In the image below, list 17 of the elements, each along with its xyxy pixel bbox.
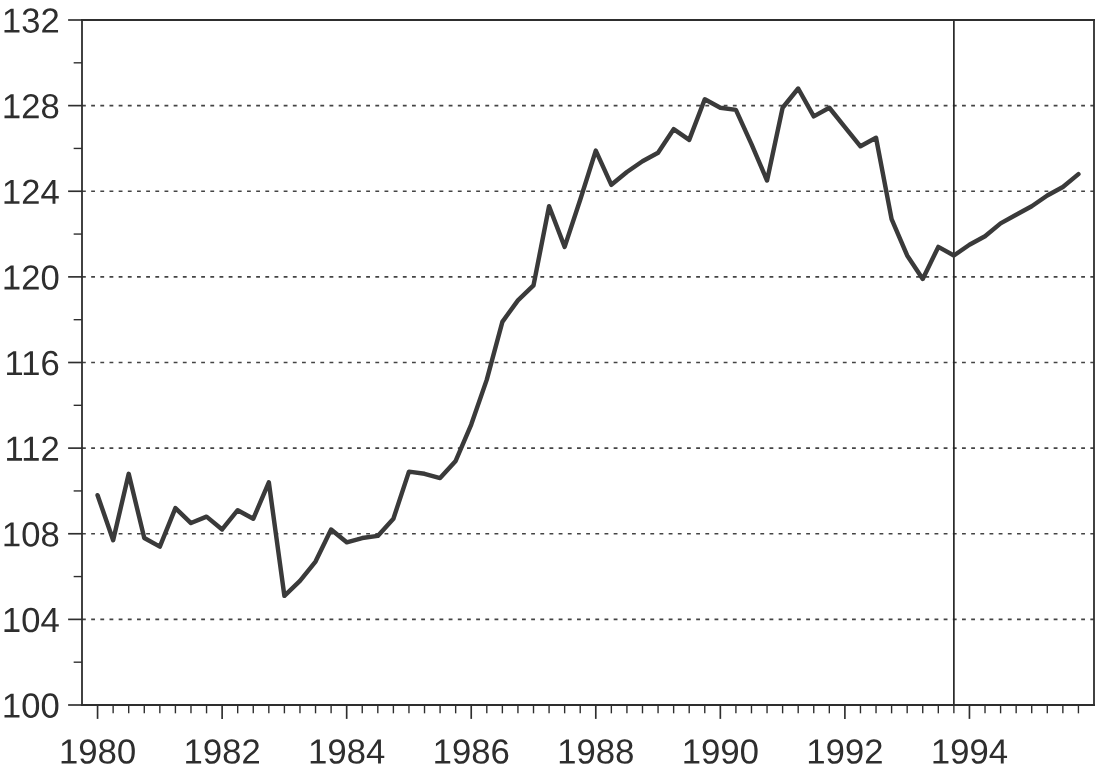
x-tick-label: 1986 bbox=[435, 739, 509, 764]
y-tick-label: 100 bbox=[4, 693, 59, 718]
y-tick-label: 108 bbox=[4, 522, 59, 547]
x-tick-label: 1988 bbox=[559, 739, 633, 764]
y-tick-label: 128 bbox=[4, 93, 59, 119]
x-tick-label: 1992 bbox=[808, 739, 882, 764]
x-tick-label: 1982 bbox=[186, 739, 260, 764]
x-tick-label: 1990 bbox=[684, 739, 758, 764]
y-tick-label: 116 bbox=[7, 350, 59, 376]
x-tick-label: 1984 bbox=[310, 739, 385, 764]
y-tick-label: 112 bbox=[7, 436, 59, 461]
y-tick-label: 120 bbox=[4, 265, 59, 290]
y-tick-label: 124 bbox=[4, 179, 59, 204]
x-tick-label: 1994 bbox=[933, 739, 1008, 764]
y-tick-label: 104 bbox=[4, 607, 59, 633]
y-tick-label: 132 bbox=[4, 8, 59, 33]
x-tick-label: 1980 bbox=[61, 739, 135, 764]
